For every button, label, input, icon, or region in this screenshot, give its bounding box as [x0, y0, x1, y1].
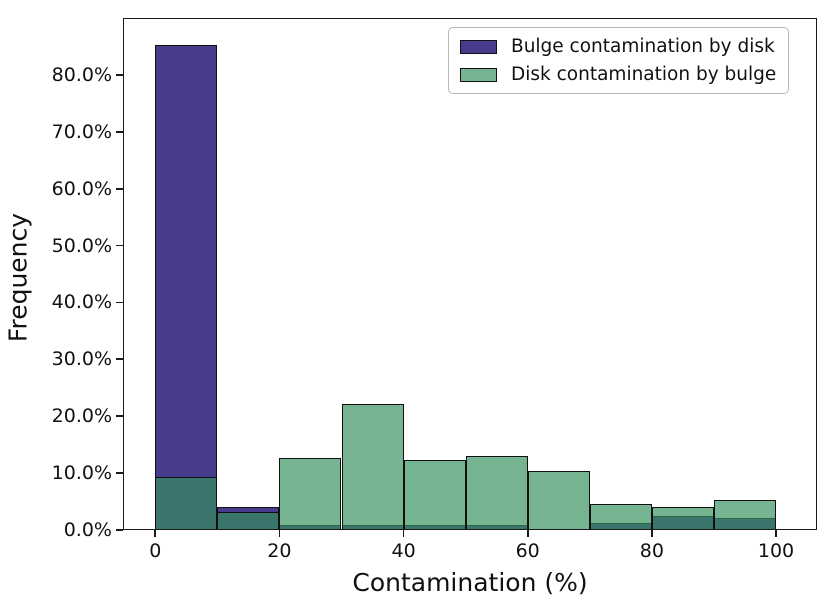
bar-disk-bin-10-20: [217, 512, 280, 530]
x-tick-label-40: 40: [391, 540, 416, 562]
y-axis-label: Frequency: [3, 212, 33, 343]
plot-area: [123, 18, 817, 530]
y-tick-mark-0: [116, 529, 123, 531]
legend-item-disk: Disk contamination by bulge: [460, 64, 776, 85]
x-tick-mark-80: [651, 530, 653, 537]
x-tick-mark-60: [526, 530, 529, 537]
x-tick-label-100: 100: [757, 540, 795, 562]
y-tick-label-0: 0.0%: [63, 519, 112, 541]
y-tick-label-40: 40.0%: [51, 291, 112, 314]
x-tick-mark-20: [278, 530, 281, 537]
x-tick-label-0: 0: [149, 540, 162, 562]
x-tick-mark-40: [402, 530, 405, 537]
y-tick-mark-10: [116, 472, 123, 474]
bar-disk-bin-90-100: [714, 500, 777, 530]
y-tick-mark-20: [116, 415, 123, 418]
bar-disk-bin-50-60: [465, 456, 528, 530]
bar-disk-bin-40-50: [403, 460, 466, 530]
bar-disk-bin-80-90: [651, 507, 714, 530]
bar-disk-bin-70-80: [589, 503, 652, 530]
x-tick-mark-0: [154, 530, 157, 537]
x-tick-label-80: 80: [639, 540, 664, 562]
legend-label-disk: Disk contamination by bulge: [511, 64, 777, 85]
y-tick-mark-50: [116, 244, 123, 247]
y-tick-label-20: 20.0%: [51, 405, 112, 428]
bar-disk-bin-20-30: [279, 457, 342, 530]
x-axis-label: Contamination (%): [352, 568, 588, 597]
y-tick-mark-30: [116, 358, 123, 361]
legend: Bulge contamination by disk Disk contamin…: [448, 27, 790, 94]
y-tick-label-30: 30.0%: [51, 348, 112, 371]
legend-swatch-disk: [460, 67, 497, 82]
y-tick-mark-80: [116, 74, 123, 76]
y-tick-label-50: 50.0%: [51, 234, 112, 257]
y-tick-mark-40: [116, 301, 123, 304]
x-tick-label-20: 20: [267, 540, 292, 562]
legend-swatch-bulge: [460, 39, 497, 54]
y-tick-label-80: 80.0%: [51, 63, 112, 86]
y-tick-label-60: 60.0%: [51, 177, 112, 200]
y-tick-label-10: 10.0%: [51, 462, 112, 485]
bar-disk-bin-60-70: [527, 470, 590, 530]
bar-disk-bin-30-40: [341, 404, 404, 530]
legend-item-bulge: Bulge contamination by disk: [460, 36, 776, 57]
legend-label-bulge: Bulge contamination by disk: [511, 36, 775, 57]
y-tick-label-70: 70.0%: [51, 120, 112, 143]
x-tick-label-60: 60: [515, 540, 540, 562]
bar-disk-bin-0-10: [155, 477, 218, 530]
x-tick-mark-100: [775, 530, 777, 537]
y-tick-mark-60: [116, 187, 123, 190]
y-tick-mark-70: [116, 130, 123, 133]
bar-bulge-bin-0-10: [155, 44, 218, 530]
